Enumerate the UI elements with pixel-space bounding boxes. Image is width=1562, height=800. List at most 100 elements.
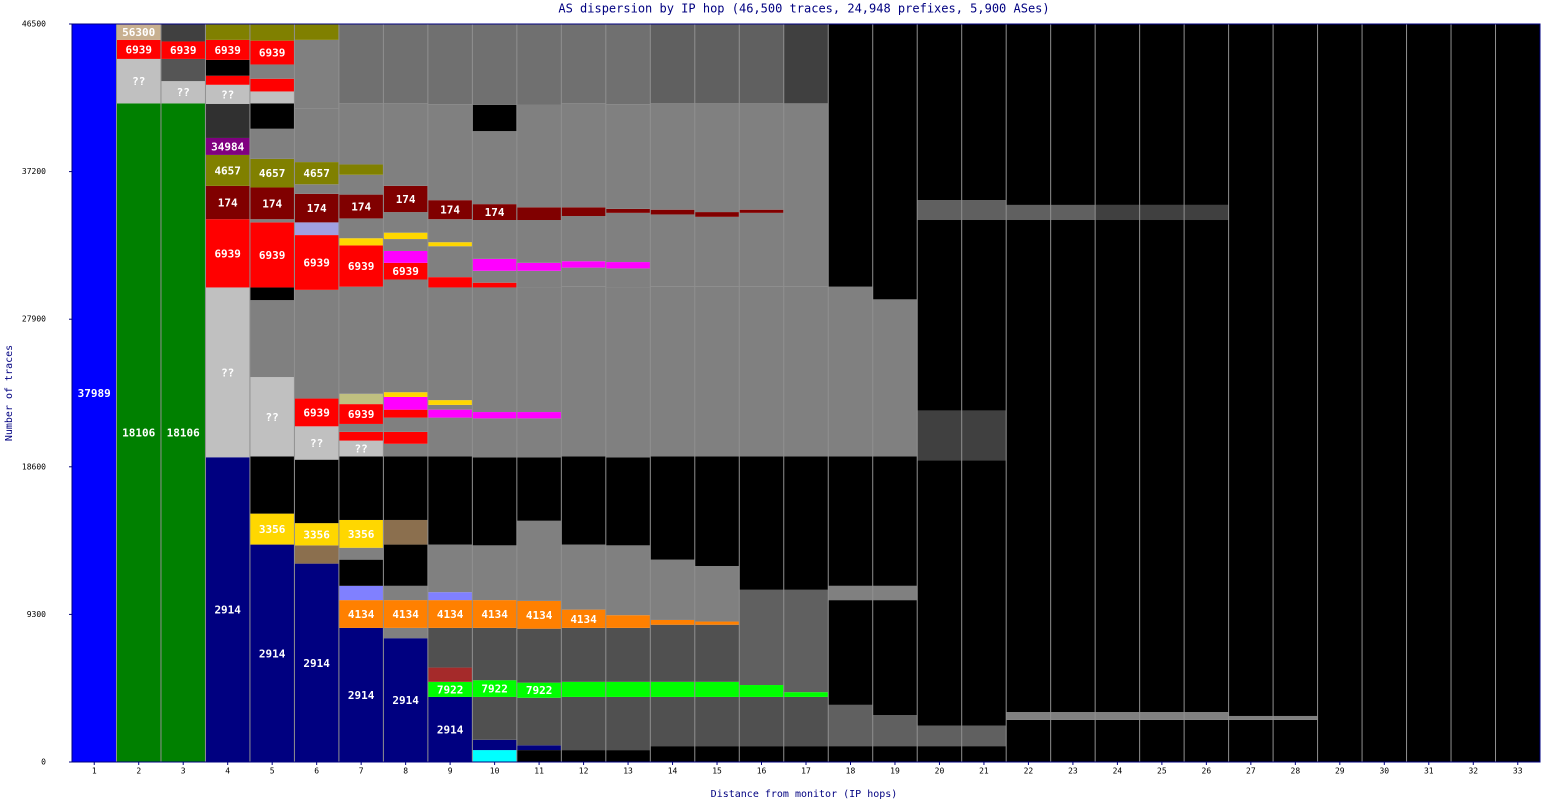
bar-segment xyxy=(783,103,829,287)
bar-segment xyxy=(472,412,517,419)
bar-segment xyxy=(828,600,873,705)
bar-segment xyxy=(294,24,339,40)
bar-segment xyxy=(249,128,295,159)
bar-segment xyxy=(650,681,695,697)
bar-segment xyxy=(783,456,829,590)
bar-segment xyxy=(427,627,473,668)
bar-segment xyxy=(383,456,428,520)
bar-segment xyxy=(205,185,250,220)
x-tick-label: 29 xyxy=(1335,767,1345,776)
bar-segment xyxy=(338,238,384,246)
bar-segment xyxy=(561,207,606,217)
segment-label: 174 xyxy=(396,193,416,206)
bar-segment xyxy=(1451,24,1496,762)
bar-segment xyxy=(739,685,784,697)
bar-segment xyxy=(605,212,651,263)
bar-segment xyxy=(160,24,206,42)
bar-segment xyxy=(1095,712,1140,720)
bar-segment xyxy=(1050,712,1096,720)
bar-segment xyxy=(872,456,918,586)
bar-segment xyxy=(383,431,428,444)
x-tick-label: 17 xyxy=(801,767,811,776)
y-tick-label: 37200 xyxy=(22,167,46,176)
x-axis-label: Distance from monitor (IP hops) xyxy=(711,789,898,800)
bar-segment xyxy=(828,24,873,287)
bar-segment xyxy=(694,216,740,287)
segment-label: 6939 xyxy=(303,406,330,419)
bar-segment xyxy=(961,410,1007,461)
bar-segment xyxy=(249,158,295,188)
bar-segment xyxy=(338,456,384,520)
segment-label: 18106 xyxy=(122,427,155,440)
bar-segment xyxy=(1406,24,1452,762)
bar-segment xyxy=(783,696,829,747)
x-tick-label: 15 xyxy=(712,767,722,776)
bar-segment xyxy=(694,565,740,622)
bar-segment xyxy=(1184,204,1229,221)
segment-label: 174 xyxy=(440,204,460,217)
bar-segment xyxy=(427,409,473,418)
segment-label: ?? xyxy=(355,443,368,456)
bar-segment xyxy=(605,208,651,213)
x-tick-label: 11 xyxy=(534,767,544,776)
x-tick-label: 5 xyxy=(270,767,275,776)
bar-segment xyxy=(427,667,473,682)
segment-label: ?? xyxy=(221,88,234,101)
bar-segment xyxy=(783,24,829,104)
bar-segment xyxy=(650,559,695,620)
bar-segment xyxy=(694,696,740,747)
bar-segment xyxy=(694,24,740,104)
bar-segment xyxy=(472,545,517,601)
bar-segment xyxy=(294,289,339,399)
segment-label: 2914 xyxy=(437,723,464,736)
bar-segment xyxy=(294,563,339,762)
bar-segment xyxy=(383,417,428,432)
bar-segment xyxy=(1184,719,1229,762)
bar-segment xyxy=(160,41,206,59)
bar-segment xyxy=(516,745,562,751)
y-tick-label: 0 xyxy=(41,758,46,767)
segment-label: 7922 xyxy=(437,683,464,696)
bar-segment xyxy=(739,746,784,762)
bar-segment xyxy=(383,544,428,586)
segment-label: 2914 xyxy=(303,657,330,670)
bar-segment xyxy=(917,460,962,726)
bar-segment xyxy=(739,286,784,457)
segment-label: 4134 xyxy=(392,608,419,621)
bar-segment xyxy=(249,24,295,41)
bar-segment xyxy=(427,417,473,457)
bar-segment xyxy=(383,392,428,397)
segment-label: 174 xyxy=(218,197,238,210)
bar-segment xyxy=(516,287,562,413)
segment-label: 6939 xyxy=(259,249,286,262)
bar-segment xyxy=(516,207,562,221)
x-tick-label: 7 xyxy=(359,767,364,776)
segment-label: 18106 xyxy=(167,427,200,440)
bar-segment xyxy=(472,204,517,221)
bar-segment xyxy=(561,103,606,208)
bar-segment xyxy=(294,39,339,109)
bar-segment xyxy=(116,24,161,40)
bar-segment xyxy=(650,24,695,104)
x-tick-label: 6 xyxy=(314,767,319,776)
bar-segment xyxy=(516,104,562,208)
bar-segment xyxy=(694,212,740,217)
bar-segment xyxy=(383,250,428,263)
segment-label: 2914 xyxy=(348,689,375,702)
bar-segment xyxy=(205,84,250,104)
bar-segment xyxy=(338,585,384,601)
bar-segment xyxy=(1317,24,1363,762)
bar-segment xyxy=(427,104,473,201)
segment-label: 4134 xyxy=(437,608,464,621)
bar-segment xyxy=(516,697,562,746)
bar-segment xyxy=(872,24,918,300)
bar-segment xyxy=(427,592,473,601)
segment-label: 4657 xyxy=(214,164,241,177)
segment-label: 174 xyxy=(307,202,327,215)
bar-segment xyxy=(472,457,517,546)
segment-label: 7922 xyxy=(481,683,508,696)
bar-segment xyxy=(650,209,695,215)
bar-segment xyxy=(650,696,695,747)
x-tick-label: 3 xyxy=(181,767,186,776)
bar-segment xyxy=(694,681,740,697)
